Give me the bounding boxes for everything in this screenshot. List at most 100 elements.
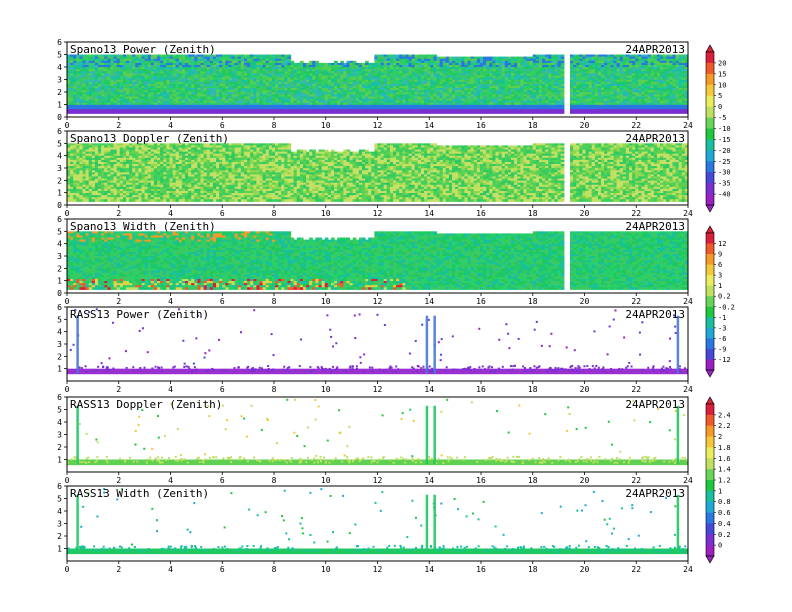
data-cell bbox=[365, 67, 369, 70]
data-cell bbox=[147, 106, 152, 110]
data-cell bbox=[73, 109, 77, 112]
data-cell bbox=[514, 106, 518, 110]
data-cell bbox=[526, 75, 531, 79]
data-cell bbox=[138, 90, 143, 93]
data-cell bbox=[265, 88, 270, 91]
data-cell bbox=[231, 98, 236, 102]
data-cell bbox=[265, 90, 270, 93]
data-cell bbox=[169, 54, 174, 58]
data-cell bbox=[352, 92, 357, 95]
data-cell bbox=[231, 94, 236, 98]
data-cell bbox=[511, 62, 515, 66]
data-cell bbox=[473, 102, 478, 106]
data-cell bbox=[479, 73, 484, 77]
data-cell bbox=[160, 73, 164, 77]
data-cell bbox=[247, 62, 251, 66]
data-cell bbox=[212, 69, 217, 72]
data-cell bbox=[579, 60, 584, 64]
data-cell bbox=[476, 100, 481, 104]
data-cell bbox=[194, 96, 199, 100]
data-cell bbox=[420, 83, 425, 87]
data-cell bbox=[262, 73, 267, 77]
data-cell bbox=[278, 69, 282, 72]
data-cell bbox=[188, 111, 192, 114]
data-cell bbox=[389, 54, 394, 58]
data-cell bbox=[433, 60, 438, 64]
data-cell bbox=[523, 62, 528, 66]
data-cell bbox=[557, 111, 562, 114]
data-cell bbox=[290, 75, 295, 79]
data-cell bbox=[629, 71, 633, 74]
data-cell bbox=[405, 109, 410, 112]
data-cell bbox=[299, 94, 304, 98]
data-cell bbox=[445, 109, 450, 112]
data-cell bbox=[324, 104, 329, 108]
data-cell bbox=[389, 73, 394, 77]
data-cell bbox=[135, 104, 140, 108]
data-cell bbox=[281, 73, 285, 77]
data-cell bbox=[358, 100, 363, 104]
data-cell bbox=[389, 67, 394, 70]
data-cell bbox=[420, 92, 425, 95]
data-cell bbox=[551, 111, 556, 114]
data-cell bbox=[622, 56, 627, 60]
data-cell bbox=[175, 94, 180, 98]
data-cell bbox=[405, 100, 410, 104]
data-cell bbox=[172, 92, 177, 95]
data-cell bbox=[389, 102, 394, 106]
data-cell bbox=[315, 79, 320, 83]
data-cell bbox=[330, 96, 335, 100]
data-cell bbox=[178, 92, 183, 95]
data-cell bbox=[396, 104, 400, 108]
data-cell bbox=[430, 111, 434, 114]
data-cell bbox=[160, 58, 164, 62]
data-cell bbox=[67, 54, 71, 58]
data-cell bbox=[206, 98, 211, 102]
data-cell bbox=[393, 88, 397, 91]
data-cell bbox=[545, 58, 549, 62]
data-cell bbox=[638, 92, 643, 95]
data-cell bbox=[417, 77, 422, 81]
data-cell bbox=[231, 54, 236, 58]
data-cell bbox=[132, 81, 136, 85]
data-cell bbox=[526, 56, 531, 60]
data-cell bbox=[448, 58, 453, 62]
data-cell bbox=[427, 94, 431, 98]
data-cell bbox=[125, 104, 130, 108]
data-cell bbox=[538, 58, 543, 62]
data-cell bbox=[324, 102, 329, 106]
data-cell bbox=[209, 79, 214, 83]
data-cell bbox=[371, 77, 375, 81]
data-cell bbox=[420, 81, 425, 85]
data-cell bbox=[181, 60, 186, 64]
data-cell bbox=[231, 79, 236, 83]
data-cell bbox=[411, 81, 416, 85]
data-cell bbox=[507, 75, 512, 79]
data-cell bbox=[374, 58, 379, 62]
data-cell bbox=[188, 64, 192, 68]
data-cell bbox=[132, 96, 136, 100]
data-cell bbox=[281, 94, 285, 98]
data-cell bbox=[203, 75, 208, 79]
data-cell bbox=[119, 77, 124, 81]
data-cell bbox=[464, 98, 469, 102]
data-cell bbox=[302, 67, 307, 70]
data-cell bbox=[464, 79, 469, 83]
data-cell bbox=[368, 90, 372, 93]
data-cell bbox=[107, 98, 112, 102]
data-cell bbox=[113, 73, 118, 77]
data-cell bbox=[427, 54, 431, 58]
data-cell bbox=[535, 56, 540, 60]
data-cell bbox=[427, 71, 431, 74]
data-cell bbox=[399, 73, 403, 77]
data-cell bbox=[240, 98, 245, 102]
data-cell bbox=[551, 81, 556, 85]
data-cell bbox=[377, 67, 382, 70]
data-cell bbox=[259, 81, 264, 85]
data-cell bbox=[613, 100, 618, 104]
data-cell bbox=[570, 100, 574, 104]
data-cell bbox=[101, 62, 105, 66]
data-cell bbox=[212, 98, 217, 102]
data-cell bbox=[302, 100, 307, 104]
data-cell bbox=[573, 94, 577, 98]
